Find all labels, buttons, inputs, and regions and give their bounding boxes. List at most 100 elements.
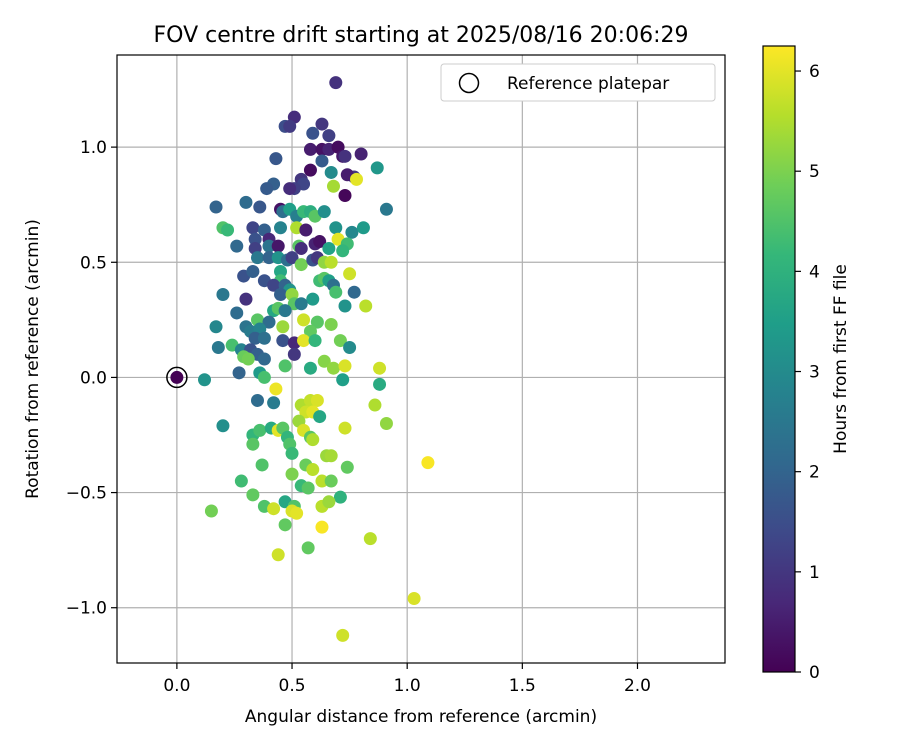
data-point	[216, 419, 230, 433]
data-point	[269, 382, 283, 396]
x-tick-label: 1.0	[394, 676, 421, 696]
data-point	[257, 370, 271, 384]
data-point	[336, 373, 350, 387]
data-point	[297, 334, 311, 348]
points-layer	[166, 76, 435, 642]
data-point	[253, 423, 267, 437]
x-tick-label: 1.5	[509, 676, 536, 696]
data-point	[315, 474, 329, 488]
data-point	[329, 76, 343, 90]
data-point	[315, 520, 329, 534]
data-point	[269, 152, 283, 166]
data-point	[338, 421, 352, 435]
data-point	[373, 361, 387, 375]
data-point	[246, 488, 260, 502]
data-point	[306, 433, 320, 447]
data-point	[350, 172, 364, 186]
x-ticks: 0.0 0.5 1.0 1.5 2.0	[163, 663, 651, 696]
data-point	[379, 202, 393, 216]
chart-title: FOV centre drift starting at 2025/08/16 …	[154, 23, 689, 48]
data-point	[324, 255, 338, 269]
data-point	[257, 331, 271, 345]
data-point	[287, 347, 301, 361]
data-point	[276, 334, 290, 348]
data-point	[276, 320, 290, 334]
colorbar-ticks: 0 1 2 3 4 5 6	[795, 62, 820, 683]
colorbar-tick-label: 5	[809, 162, 820, 182]
data-point	[283, 182, 297, 196]
data-point	[324, 474, 338, 488]
data-point	[274, 221, 288, 235]
data-point	[322, 129, 336, 143]
data-point	[313, 410, 327, 424]
data-point	[333, 334, 347, 348]
data-point	[343, 267, 357, 281]
data-point	[329, 221, 343, 235]
data-point	[333, 490, 347, 504]
data-point	[326, 361, 340, 375]
y-tick-label: 0.0	[80, 368, 107, 388]
data-point	[241, 352, 255, 366]
data-point	[294, 258, 308, 272]
data-point	[322, 495, 336, 509]
data-point	[285, 467, 299, 481]
data-point	[255, 458, 269, 472]
data-point	[271, 548, 285, 562]
data-point	[248, 232, 262, 246]
data-point	[230, 239, 244, 253]
data-point	[250, 393, 264, 407]
data-point	[278, 359, 292, 373]
data-point	[407, 592, 421, 606]
data-point	[345, 225, 359, 239]
colorbar: 0 1 2 3 4 5 6 Hours from first FF file	[762, 45, 851, 683]
y-tick-label: 1.0	[80, 138, 107, 158]
data-point	[343, 340, 357, 354]
data-point	[246, 437, 260, 451]
data-point	[338, 359, 352, 373]
data-point	[294, 297, 308, 311]
data-point	[306, 126, 320, 140]
grid	[117, 55, 725, 663]
data-point	[285, 446, 299, 460]
data-point	[260, 182, 274, 196]
data-point	[209, 320, 223, 334]
data-point	[285, 251, 299, 265]
x-axis-label: Angular distance from reference (arcmin)	[245, 707, 597, 727]
reference-platepar-ring	[166, 366, 188, 389]
data-point	[313, 235, 327, 249]
y-ticks: −1.0 −0.5 0.0 0.5 1.0	[66, 138, 117, 619]
y-axis-label: Rotation from reference (arcmin)	[23, 219, 43, 499]
data-point	[324, 317, 338, 331]
data-point	[336, 628, 350, 642]
x-tick-label: 0.5	[279, 676, 306, 696]
data-point	[336, 244, 350, 258]
legend: Reference platepar	[440, 63, 716, 102]
y-tick-label: −1.0	[66, 599, 107, 619]
data-point	[204, 504, 218, 518]
data-point	[315, 117, 329, 131]
data-point	[379, 416, 393, 430]
data-point	[421, 456, 435, 470]
data-point	[370, 161, 384, 175]
colorbar-label: Hours from first FF file	[831, 264, 851, 454]
data-point	[303, 142, 317, 156]
data-point	[278, 304, 292, 318]
data-point	[234, 474, 248, 488]
data-point	[340, 460, 354, 474]
data-point	[326, 179, 340, 193]
data-point	[267, 278, 281, 292]
data-point	[262, 315, 276, 329]
data-point	[253, 200, 267, 214]
data-point	[354, 147, 368, 161]
data-point	[274, 264, 288, 278]
data-point	[303, 361, 317, 375]
colorbar-tick-label: 0	[809, 663, 820, 683]
data-point	[257, 352, 271, 366]
x-tick-label: 2.0	[624, 676, 651, 696]
data-point	[198, 373, 212, 387]
data-point	[301, 481, 315, 495]
data-point	[290, 506, 304, 520]
colorbar-tick-label: 4	[809, 262, 820, 282]
data-point	[239, 195, 253, 209]
data-point	[250, 251, 264, 265]
